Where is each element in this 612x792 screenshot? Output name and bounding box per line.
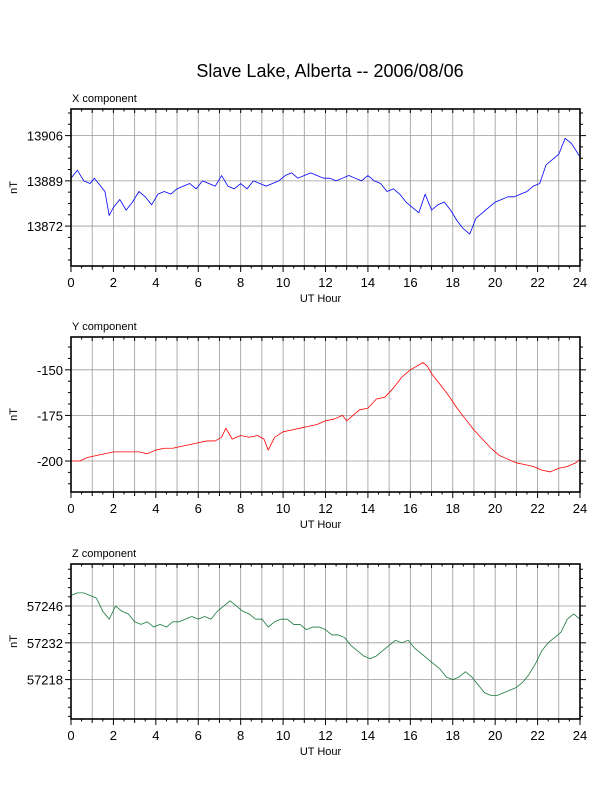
panel-title: X component: [72, 93, 137, 105]
series-line: [71, 362, 581, 473]
x-tick-label: 12: [318, 728, 332, 743]
y-tick-label: -175: [37, 408, 63, 423]
x-tick-label: 2: [110, 728, 117, 743]
y-tick-label: 13906: [27, 129, 63, 144]
x-tick-label: 2: [110, 275, 117, 290]
x-tick-label: 14: [361, 275, 375, 290]
y-tick-label: 57218: [27, 673, 63, 688]
x-tick-label: 4: [152, 275, 159, 290]
x-tick-label: 22: [530, 728, 544, 743]
x-tick-label: 18: [446, 275, 460, 290]
x-tick-label: 22: [530, 501, 544, 516]
page-title: Slave Lake, Alberta -- 2006/08/06: [196, 61, 463, 81]
x-tick-label: 12: [318, 501, 332, 516]
y-tick-label: 57246: [27, 599, 63, 614]
x-tick-label: 20: [488, 275, 502, 290]
x-tick-label: 22: [530, 275, 544, 290]
y-axis-label: nT: [8, 181, 20, 194]
x-tick-label: 12: [318, 275, 332, 290]
x-tick-label: 14: [361, 501, 375, 516]
x-tick-label: 6: [195, 275, 202, 290]
y-tick-label: 13889: [27, 174, 63, 189]
series-line: [70, 137, 581, 235]
x-tick-label: 8: [237, 275, 244, 290]
x-tick-label: 20: [488, 501, 502, 516]
y-axis-label: nT: [8, 635, 20, 648]
x-tick-label: 24: [573, 275, 587, 290]
series-line: [70, 592, 581, 696]
y-tick-label: -150: [37, 363, 63, 378]
x-tick-label: 16: [403, 728, 417, 743]
x-tick-label: 24: [573, 501, 587, 516]
x-tick-label: 10: [276, 275, 290, 290]
x-tick-label: 10: [276, 501, 290, 516]
x-tick-label: 8: [237, 501, 244, 516]
x-tick-label: 14: [361, 728, 375, 743]
x-axis-label: UT Hour: [300, 746, 342, 758]
x-tick-label: 4: [152, 501, 159, 516]
x-tick-label: 6: [195, 501, 202, 516]
y-tick-label: -200: [37, 454, 63, 469]
x-tick-label: 0: [67, 275, 74, 290]
x-axis-label: UT Hour: [300, 293, 342, 305]
x-tick-label: 18: [446, 728, 460, 743]
x-tick-label: 0: [67, 728, 74, 743]
x-axis-label: UT Hour: [300, 519, 342, 531]
y-tick-label: 13872: [27, 219, 63, 234]
x-tick-label: 24: [573, 728, 587, 743]
panel-title: Z component: [72, 548, 136, 560]
x-tick-label: 16: [403, 501, 417, 516]
x-tick-label: 0: [67, 501, 74, 516]
x-tick-label: 6: [195, 728, 202, 743]
x-tick-label: 16: [403, 275, 417, 290]
x-tick-label: 2: [110, 501, 117, 516]
y-tick-label: 57232: [27, 636, 63, 651]
x-tick-label: 20: [488, 728, 502, 743]
y-axis-label: nT: [8, 408, 20, 421]
x-tick-label: 4: [152, 728, 159, 743]
panel-title: Y component: [72, 321, 137, 333]
x-tick-label: 18: [446, 501, 460, 516]
x-tick-label: 8: [237, 728, 244, 743]
x-tick-label: 10: [276, 728, 290, 743]
